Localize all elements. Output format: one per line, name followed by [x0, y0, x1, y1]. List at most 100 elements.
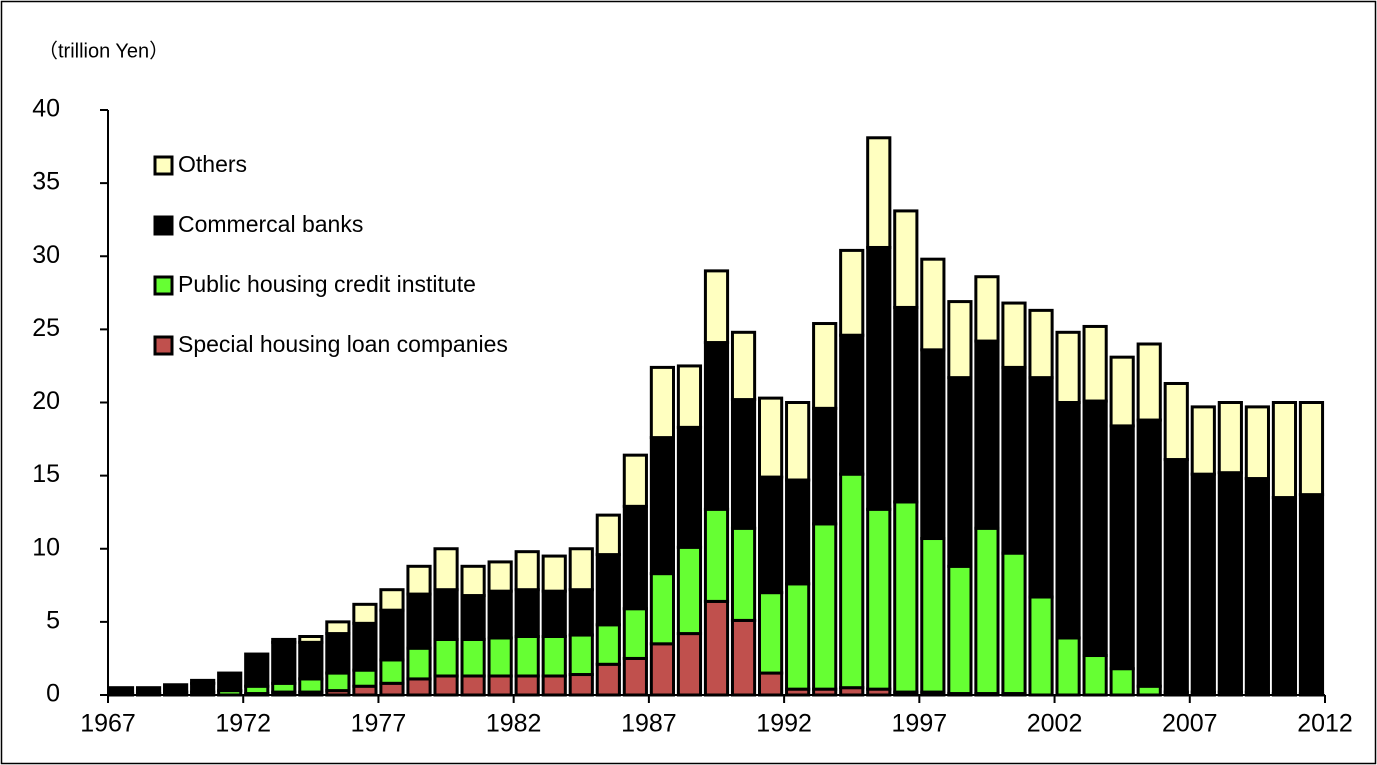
bar-segment [1190, 405, 1216, 476]
bar-segment [514, 635, 540, 678]
bar-segment [812, 406, 838, 526]
bar-segment [703, 269, 730, 345]
x-tick-label: 2007 [1162, 710, 1218, 738]
bar-segment [703, 599, 730, 697]
bar-segment [974, 526, 1000, 696]
y-tick-label: 20 [32, 387, 60, 415]
bar-segment [325, 620, 351, 636]
bar-segment [839, 472, 865, 690]
bar-segment [730, 330, 757, 402]
legend-label: Special housing loan companies [178, 331, 508, 357]
bar-segment [649, 365, 675, 440]
y-tick-label: 10 [32, 533, 60, 561]
bar-segment [622, 453, 648, 508]
bar-segment [325, 632, 351, 675]
y-tick-label: 15 [32, 460, 60, 488]
bar-segment [974, 339, 1000, 530]
bar-segment [379, 588, 405, 612]
bar-segment [163, 683, 189, 694]
bar-segment [244, 652, 270, 688]
bar-segment [839, 333, 865, 476]
bar-segment [1217, 471, 1243, 694]
bar-segment [298, 640, 324, 681]
bar-segment [785, 401, 811, 482]
x-tick-label: 2012 [1297, 710, 1353, 738]
y-tick-label: 5 [46, 606, 60, 634]
bar-segment [893, 500, 919, 694]
bar-segment [758, 475, 784, 595]
bar-segment [866, 136, 892, 249]
x-tick-label: 2002 [1027, 710, 1083, 738]
bar-segment [1028, 376, 1054, 599]
bar-segment [190, 678, 216, 685]
bar-segment [893, 209, 919, 309]
bar-segment [1136, 418, 1162, 688]
bar-segment [947, 376, 973, 568]
bar-segment [352, 621, 378, 672]
bar-segment [758, 671, 784, 697]
bar-segment [514, 588, 540, 639]
bar-segment [785, 478, 811, 586]
legend-swatch [153, 155, 174, 176]
bar-segment [649, 642, 675, 697]
bar-segment [920, 257, 946, 352]
bar-segment [730, 618, 757, 697]
bar-segment [352, 602, 378, 625]
bar-segment [325, 671, 351, 693]
bar-segment [568, 633, 594, 677]
bar-segment [1082, 324, 1108, 403]
bar-segment [812, 322, 838, 410]
bar-segment [676, 545, 703, 636]
bar-segment [730, 398, 757, 530]
bar-segment [730, 526, 757, 622]
bar-segment [1163, 458, 1189, 694]
y-tick-label: 35 [32, 168, 60, 196]
bar-segment [758, 591, 784, 675]
x-tick-label: 1977 [351, 710, 407, 738]
bar-segment [460, 674, 486, 697]
bar-segment [406, 564, 432, 596]
x-tick-label: 1967 [80, 710, 136, 738]
legend-label: Commercal banks [178, 211, 363, 237]
bar-segment [298, 635, 324, 644]
bar-segment [676, 425, 703, 549]
bar-segment [866, 245, 892, 511]
legend-label: Others [178, 151, 247, 177]
bar-segment [920, 537, 946, 694]
bar-segment [703, 341, 730, 511]
bar-segment [1055, 636, 1081, 697]
bar-segment [1055, 330, 1081, 404]
y-tick-label: 30 [32, 241, 60, 269]
bar-segment [514, 550, 540, 592]
bar-segment [298, 677, 324, 694]
bar-segment [1028, 308, 1054, 380]
x-tick-label: 1982 [486, 710, 542, 738]
bar-segment [1136, 342, 1162, 422]
legend-swatch [153, 215, 174, 236]
bar-segment [1298, 493, 1325, 696]
bar-segment [1109, 424, 1135, 671]
bar-segment [595, 553, 621, 627]
bar-segment [1109, 667, 1135, 697]
bar-segment [1244, 477, 1270, 694]
bar-segment [839, 248, 865, 337]
bar-segment [920, 348, 946, 541]
bar-segment [1190, 472, 1216, 694]
bar-segment [460, 637, 486, 678]
bar-segment [1001, 301, 1027, 369]
bar-segment [271, 640, 297, 685]
bar-segment [487, 560, 513, 593]
bar-segment [1109, 355, 1135, 428]
bar-segment [622, 607, 648, 660]
y-tick-label: 25 [32, 314, 60, 342]
bar-segment [541, 589, 567, 638]
bar-segment [406, 592, 432, 650]
bar-segment [108, 686, 135, 696]
bar-segment [649, 572, 675, 646]
bar-segment [1055, 401, 1081, 640]
bar-segment [433, 674, 459, 697]
bar-segment [379, 681, 405, 697]
bar-segment [406, 646, 432, 681]
y-axis-label: （trillion Yen） [38, 39, 169, 62]
x-tick-label: 1992 [756, 710, 812, 738]
